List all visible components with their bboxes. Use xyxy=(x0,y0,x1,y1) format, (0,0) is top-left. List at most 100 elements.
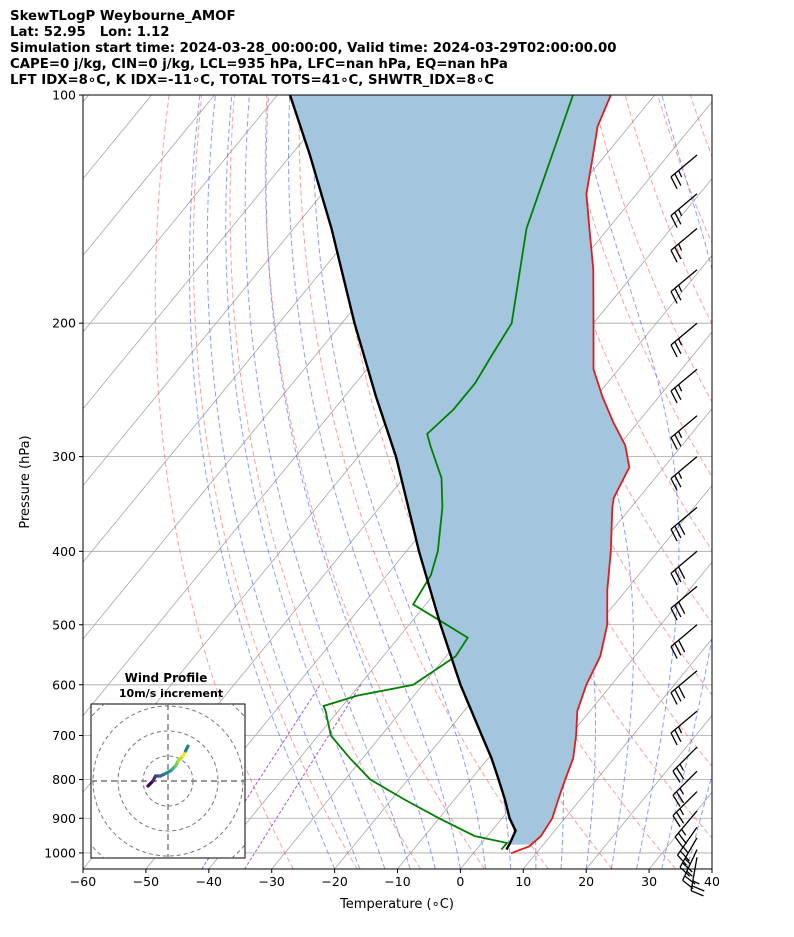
dry-adiabat-line xyxy=(756,95,794,869)
moist-adiabat-line xyxy=(661,95,712,869)
x-axis-ticks: −60 −50 −40 −30 −20 −10 0 10 20 30 40 xyxy=(70,869,720,889)
y-axis-label: Pressure (hPa) xyxy=(18,435,33,528)
x-tick-label: −40 xyxy=(196,874,222,889)
dry-adiabat-line xyxy=(624,95,712,326)
y-tick-label: 700 xyxy=(52,728,76,743)
x-tick-label: −60 xyxy=(70,874,96,889)
wind-barb xyxy=(670,269,698,304)
y-axis-ticks: 100 200 300 400 500 600 700 800 900 1000 xyxy=(44,88,83,860)
dry-adiabat-line xyxy=(723,95,794,869)
wind-barb xyxy=(670,193,698,228)
temperature-line xyxy=(510,95,631,855)
hodograph-subtitle: 10m/s increment xyxy=(119,687,223,700)
wind-barb xyxy=(670,550,698,586)
dewpoint-line xyxy=(322,95,574,851)
x-tick-label: 40 xyxy=(704,874,720,889)
isotherm-line xyxy=(83,95,278,333)
wind-barb xyxy=(670,585,698,621)
hodograph-title: Wind Profile xyxy=(125,671,208,685)
moist-adiabat-line xyxy=(711,867,712,869)
shaded-area xyxy=(290,95,629,845)
x-tick-label: 30 xyxy=(641,874,657,889)
chart-title-line-1: SkewTLogP Weybourne_AMOF xyxy=(10,9,236,24)
chart-title-line-5: LFT IDX=8∘C, K IDX=-11∘C, TOTAL TOTS=41∘… xyxy=(10,73,495,88)
dry-adiabat-line xyxy=(527,95,712,552)
moist-adiabat-line xyxy=(576,95,680,869)
dry-adiabat-line xyxy=(788,95,794,869)
wind-barb xyxy=(672,746,698,783)
hodograph-inset: Wind Profile 10m/s increment xyxy=(90,671,246,859)
dry-adiabat-line xyxy=(229,95,422,869)
moist-adiabat-line xyxy=(312,95,487,869)
mixing-ratio-line xyxy=(244,684,362,869)
y-tick-label: 500 xyxy=(52,617,76,632)
dry-adiabat-line xyxy=(154,95,294,869)
x-tick-label: 10 xyxy=(515,874,531,889)
y-tick-label: 400 xyxy=(52,544,76,559)
cape-cin-shading xyxy=(290,95,629,845)
wind-barb xyxy=(670,456,698,491)
x-tick-label: −20 xyxy=(321,874,347,889)
wind-barb xyxy=(670,368,698,404)
x-tick-label: −30 xyxy=(259,874,285,889)
wind-barb xyxy=(670,154,698,190)
wind-barbs xyxy=(670,154,705,897)
moist-adiabat-line xyxy=(265,95,436,869)
moist-adiabat-line xyxy=(244,95,411,869)
wind-barb xyxy=(670,322,698,358)
wind-barb xyxy=(690,857,705,897)
y-tick-label: 900 xyxy=(52,811,76,826)
wind-barb xyxy=(670,228,698,263)
moist-adiabat-line xyxy=(686,773,712,869)
moist-adiabat-line xyxy=(288,95,461,869)
dry-adiabat-line xyxy=(494,95,712,624)
chart-title-line-4: CAPE=0 j/kg, CIN=0 j/kg, LCL=935 hPa, LF… xyxy=(10,57,508,72)
x-tick-label: −10 xyxy=(384,874,410,889)
wind-barb xyxy=(682,849,698,890)
wind-barb xyxy=(670,506,698,542)
isotherm-line xyxy=(648,791,712,869)
x-axis-label: Temperature (∘C) xyxy=(339,897,454,912)
y-tick-label: 300 xyxy=(52,449,76,464)
isotherm-line xyxy=(83,95,341,410)
y-tick-label: 600 xyxy=(52,677,76,692)
dry-adiabat-line xyxy=(192,95,358,869)
isotherm-line xyxy=(83,95,215,256)
x-tick-label: −50 xyxy=(133,874,159,889)
y-tick-label: 200 xyxy=(52,316,76,331)
moist-adiabat-line xyxy=(737,95,794,869)
dry-adiabat-line xyxy=(264,95,485,869)
wind-barb xyxy=(676,826,698,866)
x-tick-label: 0 xyxy=(456,874,464,889)
chart-title-line-3: Simulation start time: 2024-03-28_00:00:… xyxy=(10,41,617,56)
y-tick-label: 100 xyxy=(52,88,76,103)
y-tick-label: 800 xyxy=(52,772,76,787)
x-tick-label: 20 xyxy=(578,874,594,889)
hodograph-trace-segment xyxy=(183,744,190,753)
isotherm-line xyxy=(711,868,712,869)
wind-barb xyxy=(670,624,698,659)
isotherm-line xyxy=(334,408,712,869)
wind-barb xyxy=(674,810,698,848)
chart-title-line-2: Lat: 52.95 Lon: 1.12 xyxy=(10,25,170,40)
dry-adiabat-line xyxy=(298,95,549,869)
wind-barb xyxy=(672,770,698,807)
dry-adiabat-line xyxy=(689,95,712,158)
hodograph-ring xyxy=(117,730,219,832)
parcel-line xyxy=(288,95,517,851)
wind-barb xyxy=(679,837,698,877)
wind-barb xyxy=(672,791,698,828)
moist-adiabat-line xyxy=(189,95,336,869)
profile-lines xyxy=(288,95,631,855)
isotherm-line xyxy=(83,95,404,487)
isotherm-line xyxy=(522,638,712,869)
wind-barb xyxy=(670,415,698,450)
moist-adiabat-line xyxy=(225,95,386,869)
isotherm-line xyxy=(83,95,89,103)
moist-adiabat-line xyxy=(206,95,361,869)
wind-barb xyxy=(670,670,698,705)
wind-barb xyxy=(670,710,698,746)
isotherm-line xyxy=(585,714,712,869)
y-tick-label: 1000 xyxy=(44,845,76,860)
